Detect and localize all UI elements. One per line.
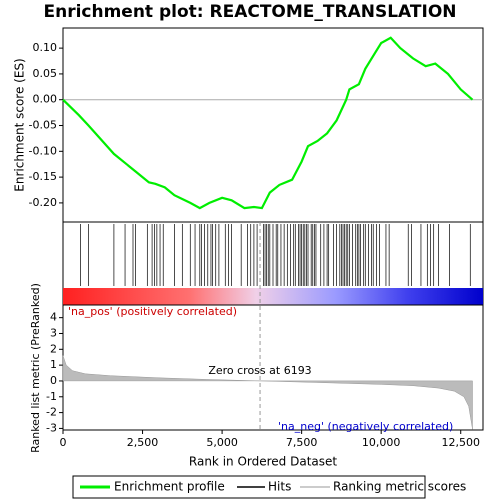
- annotation: 'na_neg' (negatively correlated): [278, 420, 453, 433]
- y-tick-label: -1: [46, 390, 57, 403]
- x-axis-label: Rank in Ordered Dataset: [189, 455, 337, 469]
- y-tick-label: 3: [50, 326, 57, 339]
- es-curve: [62, 36, 474, 210]
- y-tick-label: 0.00: [33, 93, 58, 106]
- annotation: 'na_pos' (positively correlated): [68, 305, 237, 318]
- metric-area: [62, 355, 473, 430]
- legend-entry: Ranking metric scores: [333, 480, 466, 494]
- y-tick-label: -0.20: [29, 196, 57, 209]
- x-tick-label: 2,500: [127, 436, 159, 449]
- y-tick-label: -0.05: [29, 119, 57, 132]
- color-bar: [63, 288, 483, 305]
- legend-entry: Enrichment profile: [114, 480, 225, 494]
- y-axis-label: Ranked list metric (PreRanked): [29, 283, 42, 453]
- x-tick-label: 7,500: [286, 436, 318, 449]
- x-tick-label: 0: [60, 436, 67, 449]
- y-tick-label: -3: [46, 421, 57, 434]
- y-tick-label: 0: [50, 374, 57, 387]
- y-tick-label: 4: [50, 311, 57, 324]
- y-tick-label: 0.10: [33, 41, 58, 54]
- x-tick-label: 5,000: [206, 436, 238, 449]
- x-tick-label: 12,500: [441, 436, 480, 449]
- frame: [62, 27, 484, 431]
- legend-entry: Hits: [268, 480, 291, 494]
- chart-title: Enrichment plot: REACTOME_TRANSLATION: [43, 2, 456, 22]
- y-axis-label: Enrichment score (ES): [13, 58, 27, 191]
- y-tick-label: -2: [46, 406, 57, 419]
- y-tick-label: 0.05: [33, 67, 58, 80]
- y-tick-label: -0.15: [29, 170, 57, 183]
- y-tick-label: -0.10: [29, 144, 57, 157]
- x-tick-label: 10,000: [362, 436, 401, 449]
- y-tick-label: 2: [50, 342, 57, 355]
- y-tick-label: 1: [50, 358, 57, 371]
